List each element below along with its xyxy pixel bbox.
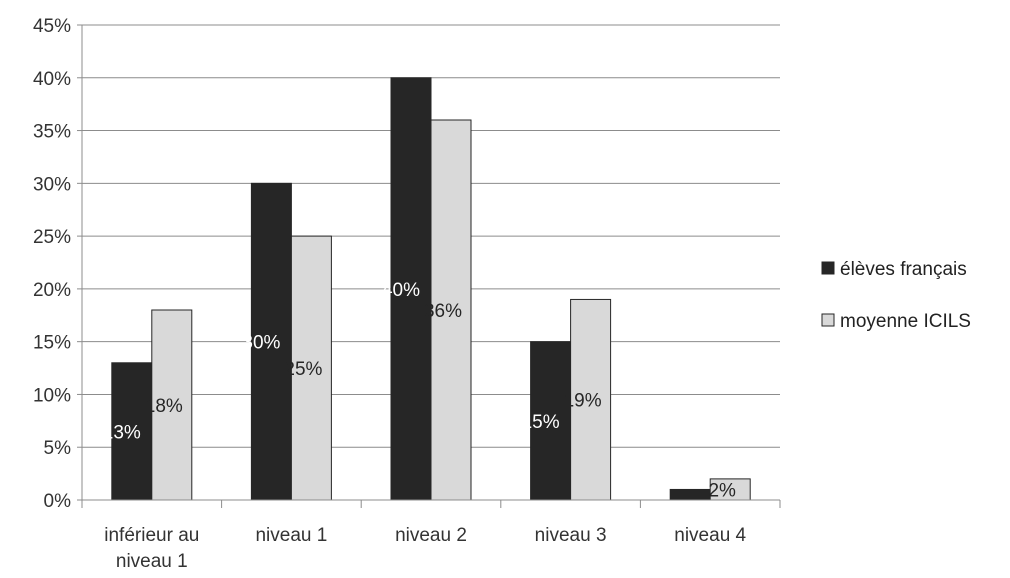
x-axis-categories: inférieur au niveau 1 niveau 1 niveau 2 nive… <box>104 525 746 572</box>
legend-swatch <box>821 261 835 275</box>
data-label: 18% <box>145 396 183 417</box>
y-tick-label: 45% <box>33 16 71 37</box>
bar-moyenne-icils <box>151 309 193 501</box>
y-tick-label: 30% <box>33 174 71 195</box>
y-tick-label: 10% <box>33 385 71 406</box>
x-category-label: niveau 1 <box>116 551 188 572</box>
bar-eleves-francais <box>111 362 153 501</box>
x-category-label: niveau 3 <box>535 525 607 546</box>
data-label: 15% <box>522 412 560 433</box>
y-tick-label: 5% <box>44 438 72 459</box>
x-category-label: niveau 2 <box>395 525 467 546</box>
y-tick-label: 15% <box>33 333 71 354</box>
bar-eleves-francais <box>530 341 572 501</box>
data-label: 40% <box>382 280 420 301</box>
bar-moyenne-icils <box>570 298 612 501</box>
x-category-label: niveau 4 <box>674 525 746 546</box>
y-tick-label: 40% <box>33 69 71 90</box>
y-tick-label: 20% <box>33 280 71 301</box>
data-labels: 13%18% 30%25% 40%36% 15%19% 2% <box>103 280 736 502</box>
data-label: 19% <box>564 391 602 412</box>
x-category-label: niveau 1 <box>255 525 327 546</box>
legend-swatch <box>821 313 835 327</box>
axes <box>81 25 781 508</box>
data-label: 30% <box>242 333 280 354</box>
y-tick-label: 0% <box>44 491 72 512</box>
data-label: 36% <box>424 301 462 322</box>
y-tick-label: 25% <box>33 227 71 248</box>
bar-eleves-francais <box>390 77 432 501</box>
legend-label: moyenne ICILS <box>840 311 971 332</box>
legend: élèves français moyenne ICILS <box>821 259 971 332</box>
bar-moyenne-icils <box>290 235 332 501</box>
data-label: 25% <box>284 359 322 380</box>
bar-eleves-francais <box>250 182 292 501</box>
y-axis-ticks: 0% 5% 10% 15% 20% 25% 30% 35% 40% 45% <box>33 16 82 512</box>
x-category-label: inférieur au <box>104 525 199 546</box>
data-label: 2% <box>708 480 736 501</box>
data-label: 13% <box>103 422 141 443</box>
bar-eleves-francais <box>669 488 711 501</box>
bars <box>111 77 751 501</box>
y-tick-label: 35% <box>33 122 71 143</box>
legend-label: élèves français <box>840 259 967 280</box>
